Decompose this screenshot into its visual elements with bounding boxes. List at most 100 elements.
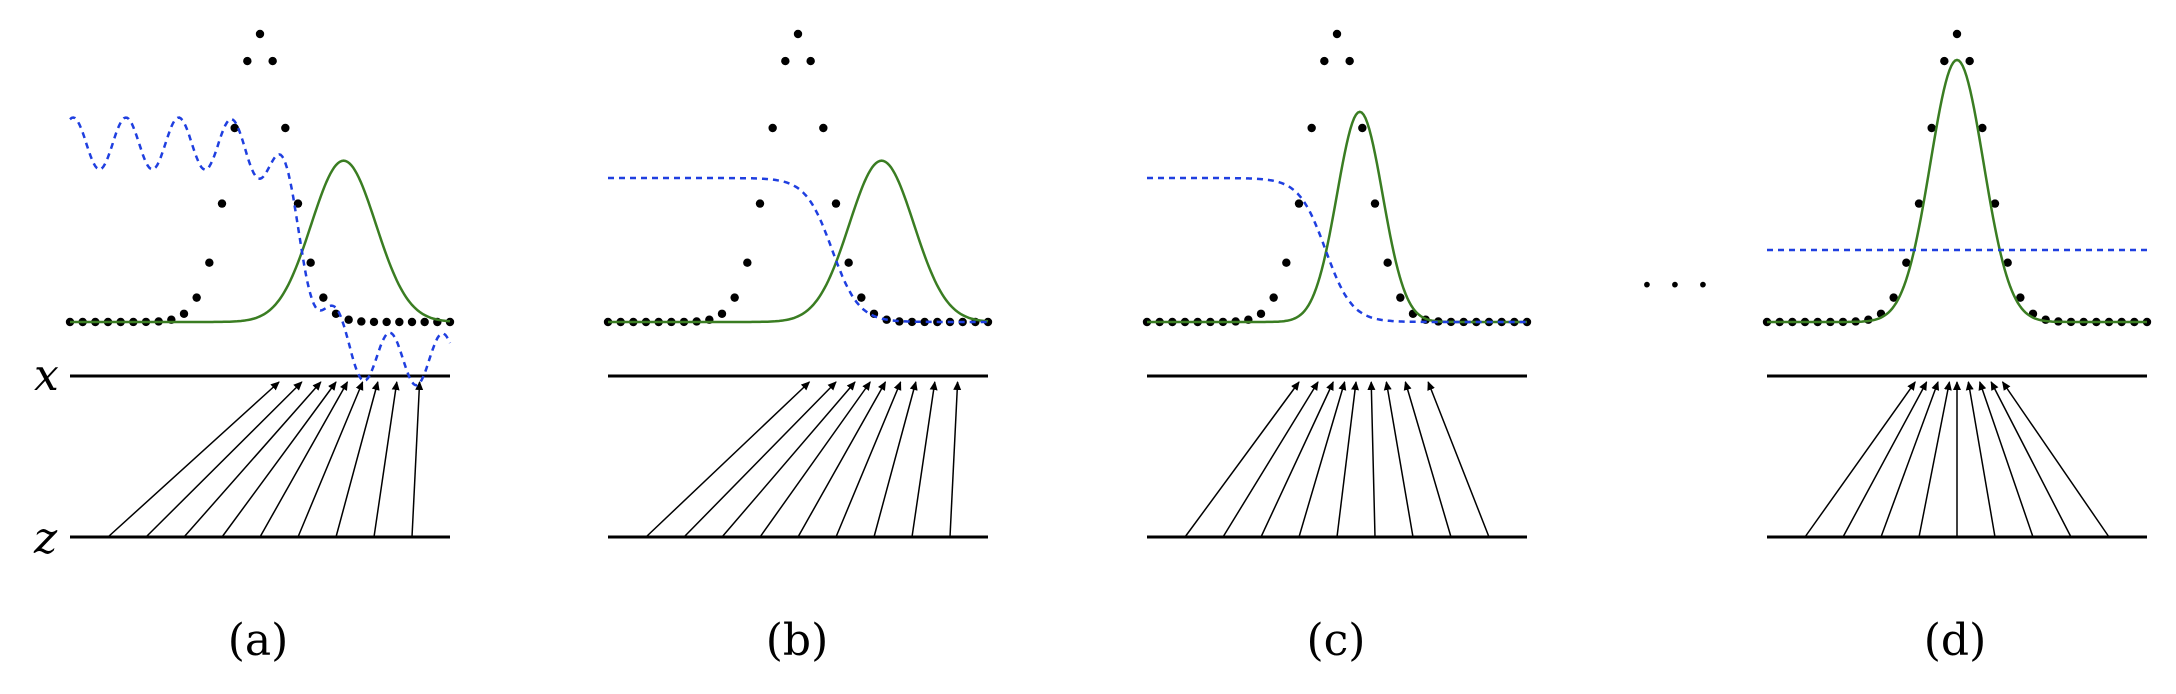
data-point	[1940, 56, 1949, 66]
data-point	[319, 293, 328, 302]
mapping-arrow	[1403, 381, 1452, 538]
data-point	[1370, 199, 1380, 208]
data-point	[420, 317, 429, 327]
data-point	[2016, 293, 2025, 302]
data-point	[268, 56, 277, 66]
data-point	[230, 123, 239, 133]
mapping-arrow	[221, 381, 337, 538]
ellipsis: · · ·	[1640, 260, 1710, 311]
discriminator-curve	[608, 176, 988, 324]
data-point	[895, 317, 904, 326]
mapping-arrow	[1367, 381, 1376, 538]
data-point	[179, 309, 189, 318]
mapping-arrow	[1427, 381, 1490, 538]
discriminator-curve	[69, 116, 452, 387]
caption-a: (a)	[228, 615, 289, 666]
mapping-arrow	[1260, 381, 1334, 538]
data-point	[407, 317, 417, 327]
mapping-arrow	[1842, 381, 1928, 538]
mapping-arrow	[259, 381, 349, 538]
data-point	[1345, 56, 1354, 66]
mapping-arrow	[797, 381, 887, 538]
data-point	[755, 199, 765, 208]
data-point	[831, 199, 841, 208]
data-point	[192, 293, 201, 302]
mapping-arrow	[949, 381, 962, 538]
mapping-arrow	[335, 381, 380, 538]
panel-a	[65, 29, 455, 539]
data-point	[2003, 258, 2012, 267]
mapping-arrow	[911, 381, 938, 538]
mapping-arrow	[107, 381, 280, 538]
data-point	[781, 56, 790, 66]
data-point	[1927, 123, 1936, 133]
data-point	[281, 123, 290, 133]
data-point	[857, 293, 866, 302]
data-point	[217, 199, 227, 208]
generator-distribution	[608, 159, 989, 324]
mapping-arrow	[759, 381, 871, 538]
mapping-arrow	[1990, 381, 2072, 538]
panel-b	[603, 29, 993, 539]
mapping-arrow	[2001, 381, 2110, 538]
panel-c	[1142, 29, 1532, 539]
mapping-arrow	[1804, 381, 1916, 538]
mapping-arrow	[873, 381, 918, 538]
mapping-arrow	[1184, 381, 1300, 538]
data-point	[1358, 123, 1367, 133]
data-point	[920, 317, 929, 327]
data-point	[1332, 29, 1342, 39]
mapping-arrow	[297, 381, 364, 538]
data-point	[1396, 293, 1405, 302]
data-point	[344, 315, 353, 324]
data-point	[1889, 293, 1898, 302]
data-point	[243, 56, 252, 66]
mapping-arrow	[411, 381, 424, 538]
data-point	[793, 29, 803, 39]
data-point	[907, 317, 917, 327]
data-point	[306, 258, 315, 267]
data-point	[1978, 123, 1987, 133]
data-point	[844, 258, 853, 267]
mapping-arrow	[1222, 381, 1319, 538]
data-point	[1965, 56, 1974, 66]
mapping-arrow	[1978, 381, 2034, 538]
mapping-arrow	[1965, 381, 1996, 538]
caption-c: (c)	[1307, 615, 1366, 666]
mapping-arrow	[721, 381, 856, 538]
data-point	[768, 123, 777, 133]
data-point	[730, 293, 739, 302]
mapping-arrow	[145, 381, 303, 538]
data-point	[819, 123, 828, 133]
data-point	[357, 317, 366, 326]
z-axis-label: z	[33, 513, 58, 564]
panel-d	[1762, 29, 2152, 539]
x-axis-label: x	[34, 350, 59, 401]
data-point	[1914, 199, 1924, 208]
mapping-arrow	[1880, 381, 1939, 538]
generator-distribution	[1767, 58, 2147, 324]
caption-d: (d)	[1924, 615, 1987, 666]
data-point	[743, 258, 752, 267]
generator-distribution	[70, 159, 451, 324]
data-point	[1282, 258, 1291, 267]
mapping-arrow	[1298, 381, 1347, 538]
data-point	[382, 317, 391, 327]
data-point	[806, 56, 815, 66]
data-point	[293, 199, 303, 208]
data-point	[369, 317, 379, 327]
mapping-arrow	[1336, 381, 1359, 538]
data-point	[1294, 199, 1304, 208]
data-point	[255, 29, 265, 39]
mapping-arrow	[835, 381, 902, 538]
generator-distribution	[1147, 110, 1527, 324]
data-point	[1269, 293, 1278, 302]
data-point	[1990, 199, 2000, 208]
mapping-arrow	[683, 381, 837, 538]
caption-b: (b)	[766, 615, 829, 666]
data-point	[1383, 258, 1392, 267]
data-point	[205, 258, 214, 267]
data-point	[395, 317, 404, 327]
mapping-arrow	[373, 381, 400, 538]
